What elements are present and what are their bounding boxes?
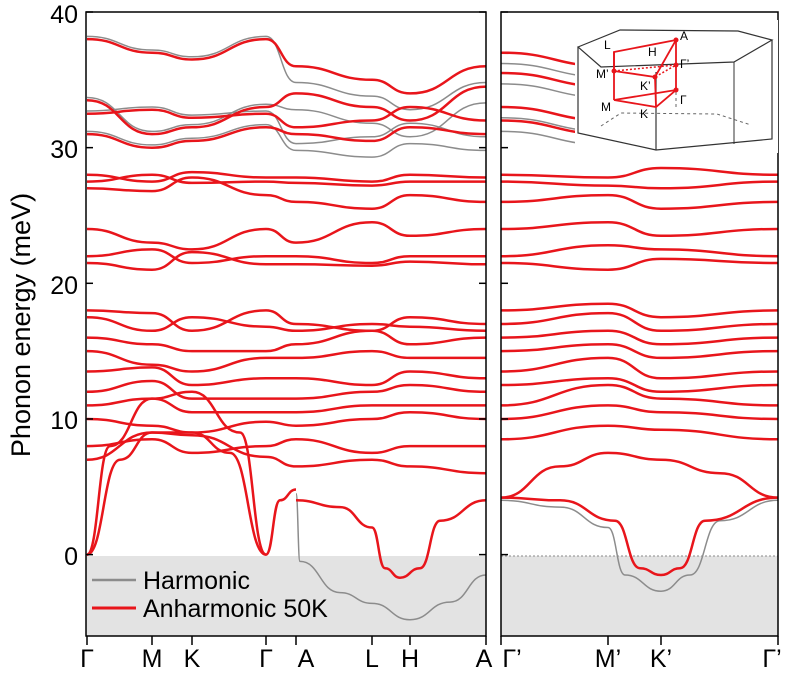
anharmonic-branch-right-12: [500, 329, 779, 346]
anharmonic-branch-right-17: [500, 404, 779, 421]
anharmonic-branch-15: [86, 379, 487, 400]
x-label-gamma-prime-1: Γ’: [502, 645, 521, 673]
bz-label-K: K: [640, 107, 648, 121]
curves-left-panel: [85, 35, 487, 621]
anharmonic-branch-right-9: [500, 257, 779, 271]
anharmonic-branch-right-11: [500, 311, 779, 333]
bz-label-M: M: [601, 100, 611, 114]
bz-label-L: L: [604, 38, 611, 52]
bz-wedge-edge-3: [654, 76, 657, 108]
anharmonic-branch-right-10: [500, 302, 779, 319]
bz-point-Kp: [652, 74, 658, 80]
harmonic-branch-1: [86, 96, 487, 138]
axis-ticks: [86, 11, 779, 645]
bz-point-Mp: [611, 68, 617, 74]
legend-label-anharmonic: Anharmonic 50K: [143, 595, 328, 623]
x-label-gamma-2: Γ: [259, 645, 273, 673]
bz-midplane: [613, 64, 677, 78]
bz-label-Kp: K’: [640, 79, 651, 93]
right-panel-frame: [500, 11, 779, 637]
acoustic-branch-2: [85, 390, 267, 556]
x-label-gamma-prime-2: Γ’: [762, 645, 781, 673]
x-label-K-prime: K’: [650, 645, 672, 673]
anharmonic-branch-8: [86, 248, 486, 265]
bz-label-H: H: [648, 45, 657, 59]
bz-wedge-bottom: [613, 88, 680, 108]
y-axis-title: Phonon energy (meV): [6, 193, 36, 457]
anharmonic-branch-10: [86, 309, 487, 333]
anharmonic-branch-13: [86, 349, 486, 373]
anharmonic-branch-right-13: [500, 343, 779, 360]
anharmonic-branch-1: [86, 85, 487, 136]
harmonic-branch-0: [86, 35, 487, 111]
bz-point-G: [673, 87, 679, 93]
anharmonic-branch-2: [86, 105, 487, 129]
bz-label-A: A: [680, 29, 688, 43]
anharmonic-branch-right-16: [500, 383, 779, 407]
bz-label-Mp: M’: [596, 67, 609, 81]
bz-label-G: Γ: [680, 93, 687, 107]
legend: Harmonic Anharmonic 50K: [92, 567, 328, 623]
anharmonic-branch-right-7: [500, 221, 779, 238]
y-tick-40: 40: [50, 1, 78, 29]
harmonic-branch-3: [86, 123, 487, 158]
bz-label-Gp: Γ’: [680, 57, 689, 71]
anharmonic-branch-right-15: [500, 377, 779, 394]
harmonic-soft-mode-right: [500, 499, 779, 592]
brillouin-zone-inset: A L H M’ Γ’ K’ M K Γ: [575, 20, 778, 153]
anharmonic-branch-right-14: [500, 356, 779, 380]
anharmonic-branch-0: [86, 37, 487, 95]
acoustic-branch-right: [500, 451, 779, 499]
x-label-gamma-1: Γ: [80, 645, 94, 673]
x-label-K: K: [184, 645, 201, 673]
x-label-M-prime: M’: [595, 645, 621, 673]
y-tick-10: 10: [50, 407, 78, 435]
anharmonic-branch-right-18: [500, 424, 779, 441]
anharmonic-branch-7: [86, 221, 487, 251]
x-label-A-1: A: [298, 645, 315, 673]
harmonic-branch-2: [86, 106, 487, 145]
anharmonic-branch-14: [86, 366, 487, 387]
x-label-H: H: [401, 645, 419, 673]
anharmonic-branch-right-4: [500, 166, 779, 179]
x-label-L: L: [365, 645, 379, 673]
left-panel-frame: [85, 11, 487, 637]
anharmonic-branch-right-5: [500, 180, 779, 190]
anharmonic-branch-18: [86, 438, 486, 455]
anharmonic-branch-4: [86, 170, 487, 183]
harmonic-soft-mode-left: [295, 492, 487, 621]
anharmonic-branch-12: [86, 329, 487, 353]
anharmonic-branch-9: [86, 250, 487, 271]
x-label-M: M: [142, 645, 163, 673]
anharmonic-branch-5: [86, 173, 486, 187]
bz-point-Gp: [673, 62, 679, 68]
anharmonic-branch-right-6: [500, 193, 779, 210]
acoustic-branch-1: [86, 431, 267, 556]
legend-label-harmonic: Harmonic: [143, 567, 250, 595]
anharmonic-soft-mode-right: [500, 496, 779, 577]
anharmonic-branch-17: [86, 410, 487, 434]
anharmonic-branch-right-8: [500, 244, 779, 258]
anharmonic-soft-mode-left: [295, 499, 487, 579]
anharmonic-branch-6: [86, 176, 487, 210]
y-tick-30: 30: [50, 136, 78, 164]
bz-point-A: [673, 37, 679, 43]
acoustic-branch-3: [264, 488, 297, 556]
anharmonic-branch-11: [86, 315, 487, 333]
y-tick-0: 0: [64, 543, 78, 571]
x-label-A-2: A: [476, 645, 493, 673]
anharmonic-branch-3: [86, 126, 487, 149]
y-tick-20: 20: [50, 272, 78, 300]
